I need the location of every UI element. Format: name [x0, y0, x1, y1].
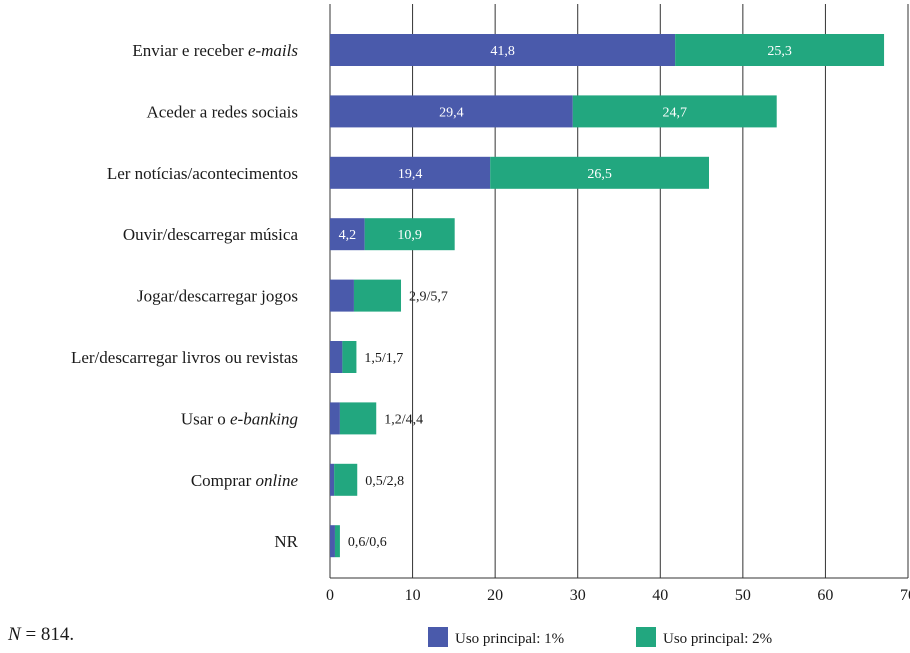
data-label-outside: 1,2/4,4 — [384, 412, 423, 427]
bar-series-2 — [334, 525, 340, 558]
x-tick-label: 40 — [652, 587, 668, 604]
bar-series-1 — [330, 279, 354, 312]
bars-layer — [330, 34, 885, 558]
axis-layer: 0 10 20 30 40 50 60 70 — [326, 577, 910, 604]
legend: N = 814. Uso principal: 1% Uso principal: … — [7, 624, 772, 647]
category-label: Ouvir/descarregar música — [123, 225, 299, 244]
data-label-series-2: 24,7 — [662, 105, 687, 120]
data-label-series-2: 25,3 — [767, 44, 792, 59]
legend-swatch-series-1 — [428, 627, 448, 647]
data-label-outside: 0,6/0,6 — [348, 535, 387, 550]
legend-label-series-1: Uso principal: 1% — [455, 631, 564, 647]
x-tick-label: 50 — [735, 587, 751, 604]
data-label-series-1: 19,4 — [398, 167, 423, 182]
bar-series-2 — [353, 279, 402, 312]
bar-series-1 — [330, 402, 340, 435]
data-label-series-1: 41,8 — [490, 44, 515, 59]
x-tick-label: 60 — [817, 587, 833, 604]
data-label-outside: 2,9/5,7 — [409, 290, 448, 305]
bar-series-2 — [490, 156, 710, 189]
bar-series-1 — [330, 525, 335, 558]
bar-series-1 — [330, 156, 491, 189]
x-tick-label: 70 — [900, 587, 910, 604]
data-label-series-1: 29,4 — [439, 105, 464, 120]
bar-series-1 — [330, 463, 335, 496]
bar-series-1 — [330, 341, 343, 373]
bar-series-1 — [330, 218, 365, 251]
data-label-series-2: 26,5 — [587, 167, 612, 182]
category-label: Ler notícias/acontecimentos — [107, 164, 298, 183]
labels-layer: Enviar e receber e-mails 41,8 25,3 Aceder a… — [71, 41, 792, 551]
bar-series-2 — [334, 463, 358, 496]
category-label: NR — [274, 532, 298, 551]
data-label-outside: 0,5/2,8 — [365, 474, 404, 489]
sample-size-note: N = 814. — [7, 624, 74, 645]
x-tick-label: 30 — [570, 587, 586, 604]
category-label: Jogar/descarregar jogos — [137, 287, 298, 306]
bar-series-1 — [330, 95, 573, 128]
category-label: Aceder a redes sociais — [146, 102, 298, 121]
x-tick-label: 0 — [326, 587, 334, 604]
x-tick-label: 20 — [487, 587, 503, 604]
bar-series-2 — [572, 95, 777, 128]
x-tick-label: 10 — [405, 587, 421, 604]
bar-series-2 — [339, 402, 377, 435]
legend-swatch-series-2 — [636, 627, 656, 647]
bar-series-1 — [330, 34, 676, 66]
category-label: Enviar e receber e-mails — [132, 41, 298, 60]
category-label: Usar o e-banking — [181, 409, 298, 428]
bar-series-2 — [675, 34, 885, 66]
legend-label-series-2: Uso principal: 2% — [663, 631, 772, 647]
bar-series-2 — [364, 218, 455, 251]
bar-series-2 — [342, 341, 357, 373]
category-label: Ler/descarregar livros ou revistas — [71, 348, 298, 367]
data-label-series-1: 4,2 — [339, 228, 357, 243]
data-label-series-2: 10,9 — [397, 228, 422, 243]
data-label-outside: 1,5/1,7 — [364, 351, 403, 366]
category-label: Comprar online — [191, 471, 299, 490]
